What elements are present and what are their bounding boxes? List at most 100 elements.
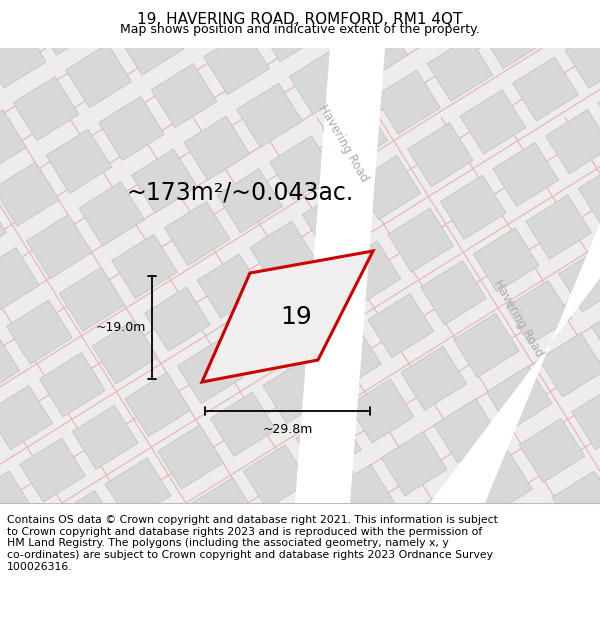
Polygon shape bbox=[66, 44, 131, 108]
Polygon shape bbox=[368, 294, 434, 358]
Polygon shape bbox=[355, 156, 421, 219]
Polygon shape bbox=[0, 162, 59, 226]
Polygon shape bbox=[171, 0, 236, 42]
Polygon shape bbox=[118, 11, 184, 75]
Text: Map shows position and indicative extent of the property.: Map shows position and indicative extent… bbox=[120, 23, 480, 36]
Text: 19, HAVERING ROAD, ROMFORD, RM1 4QT: 19, HAVERING ROAD, ROMFORD, RM1 4QT bbox=[137, 12, 463, 27]
Polygon shape bbox=[204, 31, 269, 95]
Polygon shape bbox=[263, 359, 329, 423]
Polygon shape bbox=[289, 51, 355, 114]
Polygon shape bbox=[46, 129, 112, 193]
Polygon shape bbox=[572, 386, 600, 450]
Polygon shape bbox=[473, 228, 539, 292]
Polygon shape bbox=[394, 0, 460, 49]
Polygon shape bbox=[506, 281, 572, 344]
Polygon shape bbox=[480, 4, 545, 69]
Polygon shape bbox=[85, 0, 151, 22]
Polygon shape bbox=[40, 352, 105, 417]
Polygon shape bbox=[421, 261, 487, 325]
Polygon shape bbox=[329, 464, 394, 529]
Polygon shape bbox=[440, 175, 506, 239]
Polygon shape bbox=[545, 109, 600, 174]
Polygon shape bbox=[559, 248, 600, 312]
Polygon shape bbox=[460, 90, 526, 154]
Polygon shape bbox=[0, 195, 7, 259]
Polygon shape bbox=[105, 458, 171, 522]
Polygon shape bbox=[125, 372, 191, 436]
Polygon shape bbox=[0, 386, 53, 449]
Polygon shape bbox=[26, 214, 92, 279]
Polygon shape bbox=[164, 201, 230, 266]
Polygon shape bbox=[427, 38, 493, 101]
Text: ~29.8m: ~29.8m bbox=[262, 423, 313, 436]
Polygon shape bbox=[13, 77, 79, 141]
Polygon shape bbox=[256, 0, 322, 62]
Polygon shape bbox=[342, 18, 407, 82]
Polygon shape bbox=[59, 268, 125, 331]
Polygon shape bbox=[585, 0, 600, 2]
Polygon shape bbox=[407, 122, 473, 187]
Polygon shape bbox=[7, 300, 73, 364]
Polygon shape bbox=[243, 444, 309, 509]
Polygon shape bbox=[131, 149, 197, 213]
Polygon shape bbox=[0, 471, 33, 535]
Polygon shape bbox=[0, 333, 20, 397]
Text: ~173m²/~0.043ac.: ~173m²/~0.043ac. bbox=[127, 181, 353, 205]
Polygon shape bbox=[98, 96, 164, 161]
Polygon shape bbox=[230, 307, 296, 371]
Polygon shape bbox=[316, 326, 381, 391]
Polygon shape bbox=[296, 412, 361, 476]
Polygon shape bbox=[85, 543, 151, 608]
Polygon shape bbox=[276, 498, 342, 561]
Polygon shape bbox=[552, 471, 600, 535]
Polygon shape bbox=[322, 103, 388, 167]
Polygon shape bbox=[223, 530, 289, 594]
Polygon shape bbox=[151, 64, 217, 127]
Polygon shape bbox=[414, 484, 480, 548]
Polygon shape bbox=[197, 254, 263, 318]
Polygon shape bbox=[467, 451, 532, 516]
Text: Contains OS data © Crown copyright and database right 2021. This information is : Contains OS data © Crown copyright and d… bbox=[7, 515, 498, 572]
Polygon shape bbox=[302, 188, 368, 253]
Polygon shape bbox=[223, 0, 289, 9]
Polygon shape bbox=[295, 48, 385, 503]
Text: Havering Road: Havering Road bbox=[491, 277, 545, 359]
Polygon shape bbox=[374, 70, 440, 134]
Polygon shape bbox=[0, 524, 66, 588]
Polygon shape bbox=[447, 0, 512, 16]
Polygon shape bbox=[487, 366, 552, 430]
Text: Havering Road: Havering Road bbox=[316, 102, 370, 184]
Polygon shape bbox=[499, 504, 565, 568]
Polygon shape bbox=[92, 320, 158, 384]
Polygon shape bbox=[454, 313, 519, 378]
Polygon shape bbox=[184, 116, 250, 180]
Polygon shape bbox=[72, 405, 138, 469]
Polygon shape bbox=[79, 182, 145, 246]
Polygon shape bbox=[0, 0, 13, 36]
Polygon shape bbox=[0, 24, 46, 88]
Polygon shape bbox=[202, 251, 373, 382]
Polygon shape bbox=[0, 109, 26, 174]
Polygon shape bbox=[145, 287, 211, 351]
Polygon shape bbox=[519, 418, 585, 482]
Polygon shape bbox=[335, 241, 401, 305]
Polygon shape bbox=[349, 379, 414, 443]
Polygon shape bbox=[53, 491, 118, 555]
Polygon shape bbox=[112, 234, 178, 299]
Polygon shape bbox=[236, 83, 302, 148]
Polygon shape bbox=[434, 399, 499, 463]
Polygon shape bbox=[309, 550, 374, 614]
Polygon shape bbox=[191, 478, 256, 542]
Polygon shape bbox=[217, 169, 283, 232]
Polygon shape bbox=[447, 537, 512, 601]
Polygon shape bbox=[532, 0, 598, 36]
Polygon shape bbox=[211, 392, 276, 456]
Text: ~19.0m: ~19.0m bbox=[95, 321, 146, 334]
Polygon shape bbox=[250, 221, 316, 286]
Polygon shape bbox=[361, 517, 427, 581]
Polygon shape bbox=[512, 57, 578, 121]
Text: 19: 19 bbox=[280, 304, 311, 329]
Polygon shape bbox=[598, 77, 600, 141]
Polygon shape bbox=[539, 333, 600, 397]
Polygon shape bbox=[0, 0, 66, 2]
